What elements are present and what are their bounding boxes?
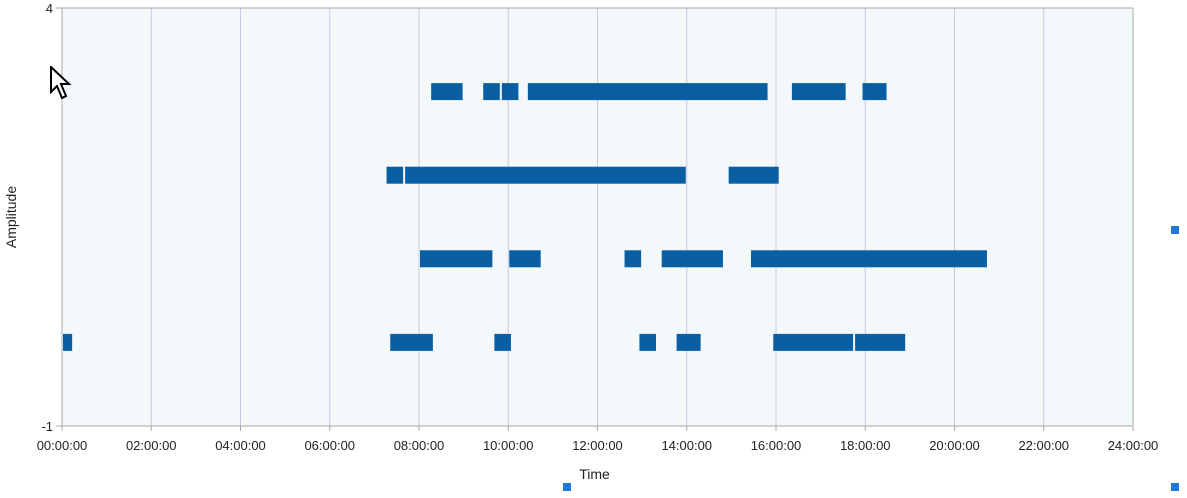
x-tick-label: 02:00:00 bbox=[126, 438, 177, 453]
interval-bar bbox=[483, 83, 500, 101]
interval-bar bbox=[661, 250, 723, 268]
interval-bar bbox=[509, 250, 541, 268]
y-tick-label: -1 bbox=[41, 419, 53, 434]
interval-bar bbox=[750, 250, 987, 268]
mouse-pointer-icon bbox=[50, 66, 72, 100]
y-tick-label: 4 bbox=[46, 1, 53, 16]
x-tick-label: 16:00:00 bbox=[751, 438, 802, 453]
interval-bar bbox=[862, 83, 887, 101]
interval-bar bbox=[624, 250, 642, 268]
x-tick-label: 06:00:00 bbox=[304, 438, 355, 453]
x-tick-label: 18:00:00 bbox=[840, 438, 891, 453]
x-tick-label: 24:00:00 bbox=[1108, 438, 1159, 453]
x-tick-label: 12:00:00 bbox=[572, 438, 623, 453]
interval-bar bbox=[420, 250, 493, 268]
y-axis-title: Amplitude bbox=[3, 186, 19, 248]
interval-bar bbox=[773, 333, 854, 351]
x-tick-labels: 00:00:00 02:00:00 04:00:00 06:00:00 08:00:00… bbox=[37, 438, 1159, 453]
x-tick-label: 22:00:00 bbox=[1018, 438, 1069, 453]
interval-bar bbox=[405, 166, 686, 184]
grid-lines bbox=[150, 8, 1134, 426]
interval-bar bbox=[501, 83, 519, 101]
x-tick-label: 10:00:00 bbox=[483, 438, 534, 453]
interval-bar bbox=[63, 333, 73, 351]
x-tick-label: 00:00:00 bbox=[37, 438, 88, 453]
data-bars bbox=[63, 83, 987, 351]
interval-bar bbox=[431, 83, 463, 101]
resize-handle-corner[interactable] bbox=[1171, 483, 1179, 491]
interval-bar bbox=[390, 333, 433, 351]
y-tick-labels: 4 -1 bbox=[41, 1, 53, 434]
interval-bar bbox=[791, 83, 846, 101]
interval-bar bbox=[855, 333, 906, 351]
x-tick-label: 20:00:00 bbox=[929, 438, 980, 453]
x-tick-label: 04:00:00 bbox=[215, 438, 266, 453]
interval-bar bbox=[527, 83, 768, 101]
interval-bar bbox=[494, 333, 511, 351]
resize-handle-right[interactable] bbox=[1171, 226, 1179, 234]
resize-handle-bottom[interactable] bbox=[563, 483, 571, 491]
x-axis-title: Time bbox=[579, 466, 610, 482]
interval-bar bbox=[676, 333, 701, 351]
x-tick-label: 08:00:00 bbox=[394, 438, 445, 453]
x-tick-label: 14:00:00 bbox=[661, 438, 712, 453]
interval-bar bbox=[386, 166, 404, 184]
interval-bar bbox=[639, 333, 656, 351]
interval-bar bbox=[728, 166, 779, 184]
